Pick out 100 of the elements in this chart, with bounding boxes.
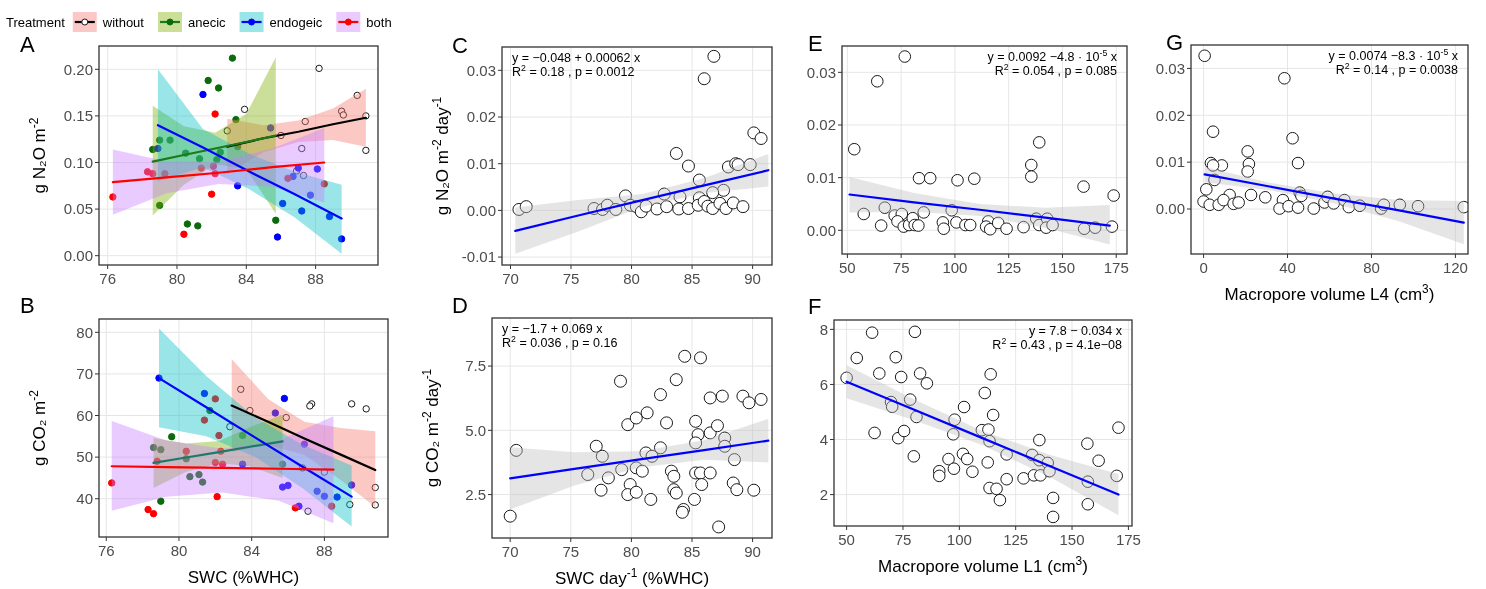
point — [669, 146, 683, 160]
point — [635, 464, 649, 478]
point — [346, 500, 354, 509]
annotation: y = 0.0074 −8.3 · 10$^{-5}$ x — [1328, 47, 1459, 63]
point — [108, 479, 116, 487]
point — [874, 219, 888, 232]
point — [897, 424, 911, 438]
chart-title: B — [20, 293, 35, 318]
chart-title: F — [808, 294, 822, 319]
point — [215, 431, 223, 440]
point — [278, 199, 287, 208]
point — [280, 394, 289, 403]
point — [986, 408, 1000, 422]
point — [912, 171, 926, 185]
point — [629, 411, 643, 425]
point — [1112, 421, 1125, 434]
y-tick-label: 0.03 — [1155, 59, 1185, 77]
point — [982, 423, 995, 436]
y-tick-label: 2.5 — [465, 485, 486, 503]
point — [712, 520, 726, 534]
point — [1032, 136, 1046, 149]
point — [868, 426, 881, 440]
point — [154, 144, 162, 153]
x-tick-label: 70 — [501, 543, 519, 560]
point — [963, 218, 977, 232]
point — [706, 186, 720, 200]
point — [1077, 222, 1091, 236]
point — [347, 481, 356, 489]
point — [993, 493, 1007, 507]
point — [957, 400, 971, 414]
point — [199, 90, 207, 99]
annotation: y = −1.7 + 0.069 x — [502, 322, 604, 336]
point — [300, 440, 309, 448]
point — [730, 483, 744, 497]
point — [692, 173, 706, 187]
point — [223, 127, 231, 135]
point — [681, 202, 695, 216]
point — [857, 207, 871, 221]
point — [1278, 71, 1291, 85]
point — [629, 485, 643, 499]
point — [272, 216, 280, 224]
point — [197, 164, 205, 172]
x-axis-title: Macropore volume L1 (cm$^{3}$) — [878, 554, 1088, 576]
point — [920, 377, 934, 390]
point — [320, 492, 329, 500]
line-series — [514, 169, 770, 233]
y-tick-label: 0.05 — [63, 200, 93, 218]
point — [166, 136, 174, 144]
point — [228, 54, 237, 62]
annotation: y = −0.048 + 0.00062 x — [512, 51, 641, 65]
point — [226, 423, 234, 431]
x-tick-label: 90 — [744, 270, 761, 287]
point — [601, 471, 615, 485]
point — [615, 463, 629, 477]
point — [180, 230, 188, 238]
x-tick-label: 40 — [1279, 259, 1296, 276]
point — [214, 84, 223, 92]
point — [840, 371, 853, 385]
point — [990, 482, 1003, 496]
point — [237, 385, 245, 394]
point — [315, 64, 323, 73]
point — [917, 206, 931, 219]
point — [1393, 198, 1407, 212]
legend-label: both — [366, 14, 392, 30]
y-tick-label: 40 — [76, 489, 93, 507]
point — [327, 502, 336, 510]
point — [298, 144, 306, 153]
point — [594, 483, 608, 497]
point — [149, 443, 158, 452]
point — [689, 414, 703, 428]
point — [967, 172, 981, 185]
y-tick-label: 0.15 — [63, 107, 93, 125]
point — [653, 388, 667, 402]
point — [291, 504, 299, 512]
point — [695, 478, 709, 492]
annotation: y = 0.0092 −4.8 · 10$^{-5}$ x — [987, 48, 1118, 64]
point — [271, 409, 280, 417]
x-axis-title: SWC (%WHC) — [187, 568, 300, 587]
y-tick-label: 0.03 — [806, 63, 836, 81]
point — [157, 445, 165, 454]
point — [298, 207, 306, 215]
point — [870, 74, 884, 88]
point — [186, 472, 194, 481]
point — [161, 169, 169, 178]
point — [362, 146, 370, 155]
x-tick-label: 0 — [1199, 259, 1208, 276]
point — [238, 460, 247, 468]
point — [1033, 433, 1046, 447]
point — [619, 189, 632, 203]
point — [937, 222, 951, 236]
point — [697, 72, 711, 86]
point — [613, 374, 627, 388]
point — [639, 199, 653, 213]
point — [509, 443, 523, 457]
x-tick-label: 80 — [623, 543, 640, 560]
y-tick-label: 0.01 — [466, 154, 496, 172]
point — [337, 235, 346, 243]
point — [198, 478, 207, 486]
line-series — [111, 161, 326, 184]
point — [157, 497, 165, 505]
